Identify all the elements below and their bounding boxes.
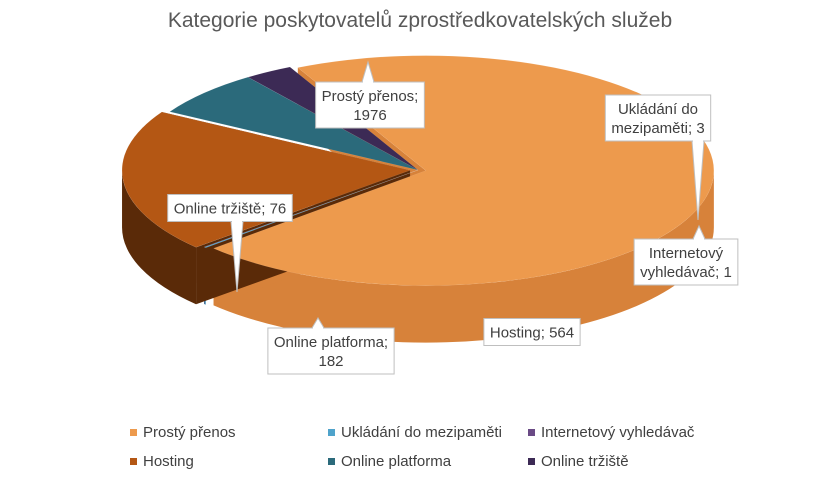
data-label-0: Prostý přenos; 1976 bbox=[315, 60, 425, 129]
data-label-text-1: Ukládání do mezipaměti; 3 bbox=[611, 101, 704, 137]
data-label-3: Hosting; 564 bbox=[483, 318, 581, 346]
legend-swatch-5 bbox=[528, 458, 535, 465]
chart-title: Kategorie poskytovatelů zprostředkovatel… bbox=[168, 9, 672, 32]
pie-side-3 bbox=[122, 170, 197, 305]
legend-item-2: Internetový vyhledávač bbox=[528, 424, 695, 441]
data-label-box-2 bbox=[633, 238, 739, 286]
legend-label-2: Internetový vyhledávač bbox=[541, 424, 695, 441]
legend-swatch-3 bbox=[130, 458, 137, 465]
legend-swatch-2 bbox=[528, 429, 535, 436]
legend-label-3: Hosting bbox=[143, 453, 194, 470]
data-label-text-2: Internetový vyhledávač; 1 bbox=[640, 245, 732, 281]
legend-label-4: Online platforma bbox=[341, 453, 452, 470]
data-label-5: Online tržiště; 76 bbox=[167, 194, 293, 293]
data-label-text-4: Online platforma; 182 bbox=[274, 334, 388, 370]
legend-label-0: Prostý přenos bbox=[143, 424, 236, 441]
data-label-box-3 bbox=[483, 318, 581, 346]
data-label-text-3: Hosting; 564 bbox=[490, 325, 574, 342]
data-label-2: Internetový vyhledávač; 1 bbox=[633, 224, 739, 286]
data-label-box-1 bbox=[604, 94, 712, 142]
data-label-text-5: Online tržiště; 76 bbox=[174, 201, 287, 218]
pie-slice-4 bbox=[169, 76, 419, 171]
pie-slice-1 bbox=[203, 169, 419, 248]
legend-label-1: Ukládání do mezipaměti bbox=[341, 424, 502, 441]
data-label-box-4 bbox=[267, 327, 395, 375]
data-label-1: Ukládání do mezipaměti; 3 bbox=[604, 94, 712, 221]
legend-item-5: Online tržiště bbox=[528, 453, 629, 470]
legend-swatch-4 bbox=[328, 458, 335, 465]
legend-item-1: Ukládání do mezipaměti bbox=[328, 424, 502, 441]
legend-item-0: Prostý přenos bbox=[130, 424, 236, 441]
legend-swatch-0 bbox=[130, 429, 137, 436]
pie-slice-2 bbox=[203, 169, 419, 248]
pie-side-0 bbox=[213, 170, 714, 343]
data-label-box-0 bbox=[315, 81, 425, 129]
data-label-4: Online platforma; 182 bbox=[267, 317, 395, 375]
data-label-box-5 bbox=[167, 194, 293, 222]
legend-swatch-1 bbox=[328, 429, 335, 436]
legend-item-3: Hosting bbox=[130, 453, 194, 470]
pie-slice-0 bbox=[212, 55, 715, 286]
legend-item-4: Online platforma bbox=[328, 453, 452, 470]
data-label-text-0: Prostý přenos; 1976 bbox=[322, 88, 419, 124]
legend-label-5: Online tržiště bbox=[541, 453, 629, 470]
